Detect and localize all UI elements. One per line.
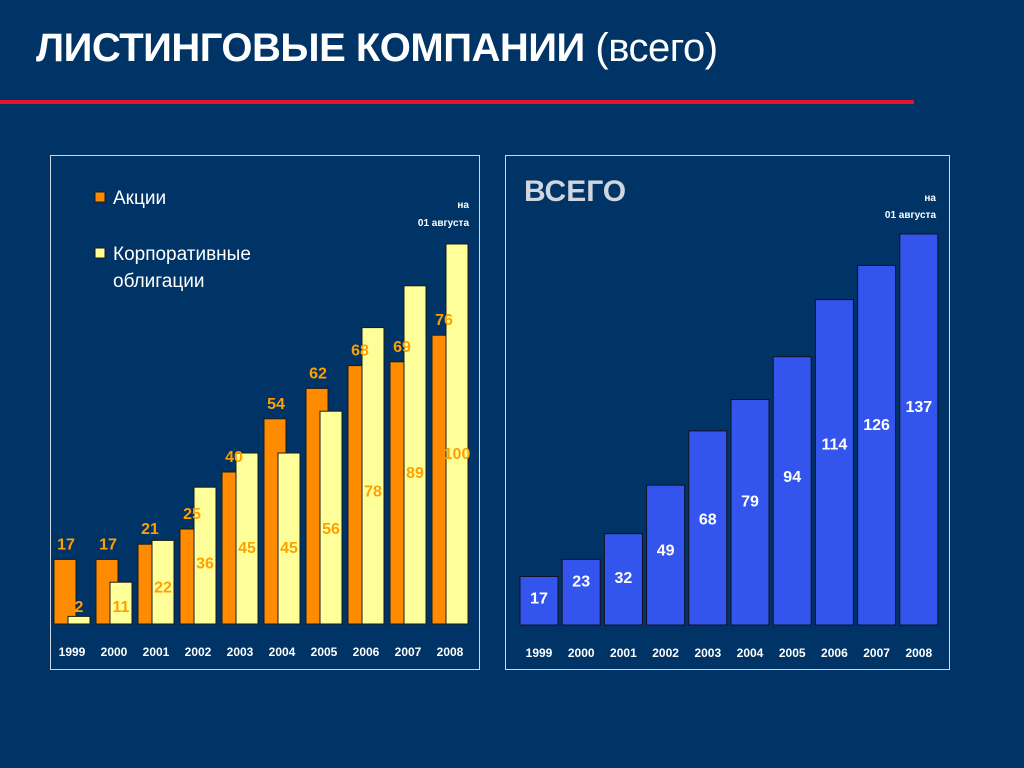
label-stocks-1999: 17 (57, 536, 75, 553)
legend-label-bonds-line1: Корпоративные (113, 244, 251, 265)
x-tick-2005: 2005 (311, 645, 338, 659)
label-bonds-1999: 2 (75, 599, 84, 616)
label-total-2008: 137 (905, 399, 932, 416)
label-stocks-2008: 76 (435, 312, 453, 329)
bar-total-2001 (603, 533, 643, 626)
label-total-2001: 32 (615, 570, 633, 587)
x-tick-2004: 2004 (269, 645, 296, 659)
label-bonds-2001: 22 (154, 579, 172, 596)
page-title-light: (всего) (595, 26, 718, 70)
x-tick-2003: 2003 (694, 646, 721, 660)
label-bonds-2004: 45 (280, 540, 298, 557)
x-tick-2005: 2005 (779, 646, 806, 660)
total-listing-chart: ВСЕГО на 01 августа 17 1999 23 2000 32 2001 49 200… (519, 175, 939, 660)
bar-total-1999 (519, 575, 559, 626)
legend-swatch-stocks (94, 191, 106, 203)
x-tick-2002: 2002 (185, 645, 212, 659)
x-tick-2002: 2002 (652, 646, 679, 660)
bar-bonds-2004 (277, 452, 301, 625)
label-stocks-2005: 62 (309, 365, 327, 382)
bar-total-2003 (688, 430, 728, 626)
bar-bonds-2005 (319, 410, 343, 625)
label-stocks-2000: 17 (99, 536, 117, 553)
label-bonds-2005: 56 (322, 521, 340, 538)
bar-bonds-2006 (361, 327, 385, 625)
bar-bonds-2007 (403, 285, 427, 625)
x-tick-2006: 2006 (353, 645, 380, 659)
legend-swatch-bonds (94, 247, 106, 259)
x-tick-2007: 2007 (863, 646, 890, 660)
label-stocks-2002: 25 (183, 506, 201, 523)
label-stocks-2001: 21 (141, 521, 159, 538)
legend-label-stocks: Акции (113, 188, 166, 209)
x-tick-1999: 1999 (526, 646, 553, 660)
note-line2: 01 августа (418, 218, 470, 229)
total-listing-chart-panel: ВСЕГО на 01 августа 17 1999 23 2000 32 2001 49 200… (505, 155, 950, 670)
label-total-2002: 49 (657, 542, 675, 559)
bar-total-2000 (561, 558, 601, 626)
label-total-2004: 79 (741, 493, 759, 510)
listing-by-type-chart: 17 2 1999 17 11 2000 21 22 2001 25 36 2002 40 45 2003 5… (53, 188, 471, 659)
x-tick-2007: 2007 (395, 645, 422, 659)
x-tick-2006: 2006 (821, 646, 848, 660)
x-tick-2001: 2001 (610, 646, 637, 660)
label-bonds-2003: 45 (238, 540, 256, 557)
label-bonds-2006: 78 (364, 484, 382, 501)
x-tick-2000: 2000 (101, 645, 128, 659)
title-rule (0, 100, 914, 104)
x-tick-2008: 2008 (437, 645, 464, 659)
label-stocks-2006: 68 (351, 343, 369, 360)
x-tick-2003: 2003 (227, 645, 254, 659)
note-line2: 01 августа (885, 210, 937, 221)
x-tick-1999: 1999 (59, 645, 86, 659)
bar-total-2008 (899, 233, 939, 626)
page-title-bold: ЛИСТИНГОВЫЕ КОМПАНИИ (36, 26, 585, 70)
bar-total-2002 (646, 484, 686, 626)
label-total-2005: 94 (783, 469, 801, 486)
bar-bonds-2000 (109, 581, 133, 625)
x-tick-2008: 2008 (905, 646, 932, 660)
label-stocks-2004: 54 (267, 396, 285, 413)
bar-bonds-2001 (151, 539, 175, 625)
bar-bonds-2002 (193, 486, 217, 625)
label-bonds-2000: 11 (113, 599, 130, 616)
x-tick-2004: 2004 (737, 646, 764, 660)
chart-title: ВСЕГО (524, 175, 626, 208)
bar-bonds-2003 (235, 452, 259, 625)
bar-total-2007 (857, 264, 897, 626)
x-tick-2001: 2001 (143, 645, 170, 659)
bar-stocks-1999 (53, 558, 77, 625)
label-total-2006: 114 (821, 437, 847, 454)
label-total-2007: 126 (863, 417, 890, 434)
bar-total-2004 (730, 399, 770, 626)
page-title: ЛИСТИНГОВЫЕ КОМПАНИИ (всего) (36, 26, 718, 71)
label-bonds-2007: 89 (406, 465, 424, 482)
x-tick-2000: 2000 (568, 646, 595, 660)
bar-bonds-2008 (445, 243, 469, 625)
label-total-1999: 17 (530, 590, 548, 607)
label-total-2003: 68 (699, 511, 717, 528)
label-stocks-2007: 69 (393, 339, 411, 356)
bar-total-2006 (814, 299, 854, 626)
label-total-2000: 23 (572, 573, 590, 590)
bar-total-2005 (772, 356, 812, 626)
note-line1: на (457, 200, 469, 211)
listing-by-type-chart-panel: 17 2 1999 17 11 2000 21 22 2001 25 36 2002 40 45 2003 5… (50, 155, 480, 670)
legend-label-bonds-line2: облигации (113, 271, 204, 292)
note-line1: на (924, 193, 936, 204)
label-stocks-2003: 40 (225, 449, 243, 466)
label-bonds-2002: 36 (196, 555, 214, 572)
bar-bonds-1999 (67, 615, 91, 625)
label-bonds-2008: 100 (444, 446, 471, 463)
